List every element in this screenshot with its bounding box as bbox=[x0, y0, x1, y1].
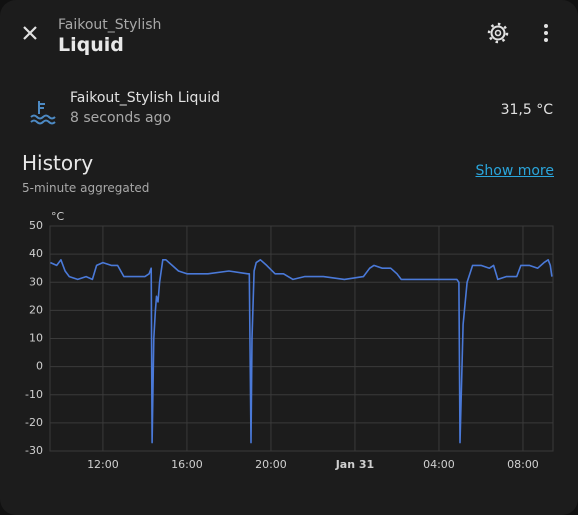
y-tick-label: -20 bbox=[25, 416, 43, 429]
gear-center bbox=[494, 29, 502, 37]
entity-icon bbox=[30, 101, 56, 125]
x-tick-label: 08:00 bbox=[507, 458, 539, 471]
x-tick-label: Jan 31 bbox=[335, 458, 374, 471]
history-title: History bbox=[22, 151, 94, 175]
title: Liquid bbox=[58, 34, 124, 56]
menu-button[interactable] bbox=[544, 24, 548, 42]
close-button[interactable] bbox=[23, 26, 37, 40]
gear-teeth bbox=[487, 22, 509, 44]
settings-button[interactable] bbox=[487, 22, 509, 44]
subtitle: Faikout_Stylish bbox=[58, 17, 162, 33]
water-waves bbox=[30, 114, 56, 125]
entity-state: 31,5 °C bbox=[500, 102, 553, 118]
x-tick-label: 04:00 bbox=[423, 458, 455, 471]
y-tick-label: 20 bbox=[29, 303, 43, 316]
y-tick-label: -30 bbox=[25, 444, 43, 457]
dot bbox=[544, 38, 548, 42]
data-line bbox=[50, 259, 553, 444]
y-tick-label: 30 bbox=[29, 275, 43, 288]
y-tick-label: 10 bbox=[29, 332, 43, 345]
y-tick-label: -10 bbox=[25, 388, 43, 401]
dot bbox=[544, 24, 548, 28]
x-tick-label: 16:00 bbox=[171, 458, 203, 471]
thermometer-scale bbox=[40, 103, 45, 109]
y-tick-label: 0 bbox=[36, 360, 43, 373]
last-updated: 8 seconds ago bbox=[70, 110, 172, 126]
x-tick-label: 20:00 bbox=[255, 458, 287, 471]
y-tick-label: 50 bbox=[29, 219, 43, 232]
gear-icon bbox=[490, 25, 506, 41]
aggregation-note: 5-minute aggregated bbox=[22, 181, 150, 195]
x-tick-label: 12:00 bbox=[87, 458, 119, 471]
y-tick-label: 40 bbox=[29, 247, 43, 260]
y-axis-label: °C bbox=[51, 210, 65, 223]
entity-name: Faikout_Stylish Liquid bbox=[70, 90, 221, 106]
show-more-link[interactable]: Show more bbox=[475, 163, 555, 179]
dot bbox=[544, 31, 548, 35]
close-icon bbox=[23, 26, 37, 40]
